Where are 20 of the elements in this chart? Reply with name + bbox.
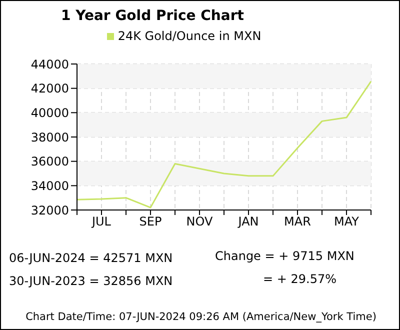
x-tick-label: NOV — [186, 214, 214, 229]
text: 30-JUN-2023 = 32856 MXN — [9, 274, 173, 288]
text: 06-JUN-2024 = 42571 MXN — [9, 251, 173, 265]
y-tick-label: 42000 — [30, 82, 69, 96]
text: Change = + 9715 MXN — [215, 249, 354, 263]
text: Chart Date/Time: 07-JUN-2024 09:26 AM (America/New_York Time) — [24, 311, 378, 323]
y-tick-label: 44000 — [30, 57, 69, 72]
x-tick-label: JAN — [237, 214, 259, 229]
y-tick-label: 38000 — [30, 130, 69, 144]
y-tick-label: 40000 — [30, 106, 69, 120]
x-tick-label: MAY — [334, 214, 360, 229]
y-tick-label: 32000 — [30, 203, 69, 218]
x-tick-label: JUL — [90, 214, 112, 229]
y-tick-label: 36000 — [30, 154, 69, 169]
y-tick-label: 34000 — [30, 178, 69, 193]
chart-title: 1 Year Gold Price Chart — [61, 8, 244, 24]
x-tick-label: SEP — [139, 214, 162, 229]
legend-label: 24K Gold/Ounce in MXN — [118, 29, 262, 43]
x-tick-label: MAR — [284, 214, 311, 229]
text: = + 29.57% — [263, 272, 336, 286]
